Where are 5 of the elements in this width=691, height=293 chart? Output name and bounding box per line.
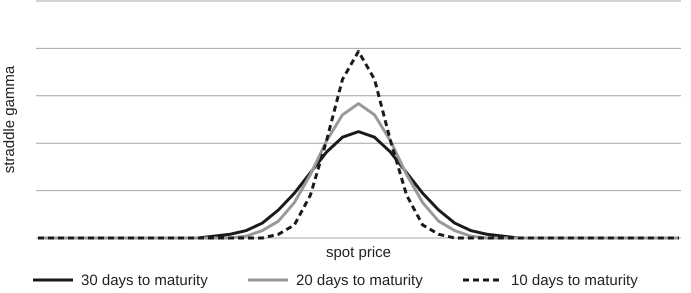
legend-label: 10 days to maturity	[511, 272, 638, 289]
legend-label: 30 days to maturity	[81, 272, 208, 289]
legend-label: 20 days to maturity	[296, 272, 424, 289]
x-axis-title: spot price	[326, 244, 392, 261]
y-axis-title: straddle gamma	[1, 65, 18, 174]
